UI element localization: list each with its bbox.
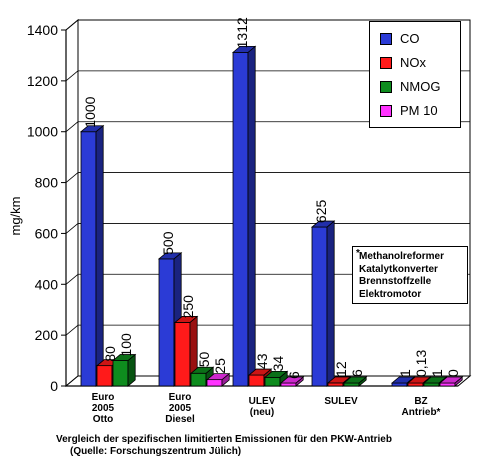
fuel-cell-note: * Methanolreformer Katalytkonverter Bren… xyxy=(352,246,468,304)
y-tick-label-400: 400 xyxy=(35,276,59,292)
bar-side-co-ulev-neu xyxy=(247,45,256,387)
bar-top-pm-10-ulev-neu xyxy=(279,376,305,384)
legend-item-nox: NOx xyxy=(380,55,426,71)
bar-pm-10-euro-diesel xyxy=(206,379,223,387)
value-label-nox-bz-antrieb: 0,13 xyxy=(413,350,429,377)
legend-swatch-nmog xyxy=(380,80,392,93)
gridline-side-200 xyxy=(65,324,79,336)
value-label-nox-euro-diesel: 250 xyxy=(180,295,196,319)
bar-nox-bz-antrieb xyxy=(407,382,424,387)
bar-nmog-euro-otto xyxy=(112,360,129,387)
legend-swatch-nox xyxy=(380,56,392,69)
bar-nox-euro-otto xyxy=(96,365,113,387)
gridline-side-400 xyxy=(65,273,79,285)
gridline-side-1200 xyxy=(65,70,79,82)
bar-co-euro-otto xyxy=(80,131,97,387)
legend-swatch-pm10 xyxy=(380,104,392,117)
bar-top-pm-10-bz-antrieb xyxy=(438,376,464,384)
category-label-euro-diesel: Euro 2005 Diesel xyxy=(165,392,195,425)
value-label-nox-euro-otto: 80 xyxy=(102,346,118,362)
value-label-co-ulev-neu: 1312 xyxy=(234,17,250,48)
legend-item-nmog: NMOG xyxy=(380,79,440,95)
bar-top-co-ulev-neu xyxy=(231,45,257,53)
category-label-euro-otto: Euro 2005 Otto xyxy=(91,392,115,425)
bar-top-co-euro-diesel xyxy=(157,252,183,260)
note-line-2: Katalytkonverter xyxy=(359,263,438,275)
bar-pm-10-ulev-neu xyxy=(280,382,297,387)
bar-top-co-bz-antrieb xyxy=(390,376,416,384)
bar-top-nmog-ulev-neu xyxy=(263,370,289,378)
category-label-bz: BZ Antrieb* xyxy=(401,396,441,418)
legend-swatch-co xyxy=(380,32,392,45)
y-tick-label-200: 200 xyxy=(35,327,59,343)
bar-top-nox-ulev-neu xyxy=(247,368,273,376)
gridline-side-800 xyxy=(65,172,79,183)
y-tick-label-1000: 1000 xyxy=(27,124,58,140)
bar-top-pm-10-euro-diesel xyxy=(205,373,231,381)
value-label-nmog-euro-otto: 100 xyxy=(118,333,134,357)
y-tick-label-600: 600 xyxy=(35,225,59,241)
value-label-co-sulev-sulev: 625 xyxy=(313,199,329,223)
bar-co-sulev-sulev xyxy=(311,226,328,387)
value-label-nox-sulev-sulev: 12 xyxy=(333,361,349,377)
y-tick-label-0: 0 xyxy=(50,378,58,394)
bar-nmog-euro-diesel xyxy=(190,372,207,387)
bar-top-nmog-sulev-sulev xyxy=(342,376,368,384)
caption-line-1: Vergleich der spezifischen limitierten E… xyxy=(56,434,392,445)
value-label-nmog-ulev-neu: 34 xyxy=(270,356,286,372)
bar-nmog-ulev-neu xyxy=(264,376,281,387)
value-label-co-euro-otto: 1000 xyxy=(82,96,98,127)
note-line-1: Methanolreformer xyxy=(359,251,445,262)
bar-top-nox-euro-diesel xyxy=(173,316,199,323)
legend-item-co: CO xyxy=(380,31,420,47)
note-line-4: Elektromotor xyxy=(359,288,422,300)
value-label-nmog-sulev-sulev: 6 xyxy=(349,369,365,377)
value-label-nmog-bz-antrieb: 1 xyxy=(429,369,445,377)
value-label-nox-ulev-neu: 43 xyxy=(254,353,270,369)
chart-legend: CO NOx NMOG PM 10 xyxy=(369,21,461,128)
bar-top-co-sulev-sulev xyxy=(310,220,336,228)
bar-nox-euro-diesel xyxy=(174,322,191,387)
bar-pm-10-bz-antrieb xyxy=(439,382,456,387)
value-label-pm-10-bz-antrieb: 0 xyxy=(445,369,461,377)
note-asterisk: * xyxy=(356,248,360,259)
bar-nmog-bz-antrieb xyxy=(423,382,440,387)
bar-nox-ulev-neu xyxy=(248,374,265,387)
gridline-side-1000 xyxy=(65,121,79,133)
y-axis-label: mg/km xyxy=(8,197,23,236)
y-tick-label-1200: 1200 xyxy=(27,73,58,89)
bar-co-bz-antrieb xyxy=(391,382,408,387)
bar-nox-sulev-sulev xyxy=(327,382,344,387)
value-label-co-bz-antrieb: 1 xyxy=(397,369,413,377)
bar-co-ulev-neu xyxy=(232,51,249,387)
legend-item-pm10: PM 10 xyxy=(380,103,438,119)
value-label-nmog-euro-diesel: 50 xyxy=(196,351,212,367)
caption-line-2: (Quelle: Forschungszentrum Jülich) xyxy=(70,446,242,457)
bar-nmog-sulev-sulev xyxy=(343,382,360,387)
bar-side-co-sulev-sulev xyxy=(326,220,335,387)
bar-top-nmog-euro-diesel xyxy=(189,366,215,374)
value-label-pm-10-ulev-neu: 6 xyxy=(286,371,302,379)
bar-co-euro-diesel xyxy=(158,258,175,387)
bar-top-nox-sulev-sulev xyxy=(326,376,352,384)
bar-top-co-euro-otto xyxy=(79,125,105,133)
bar-top-nox-bz-antrieb xyxy=(406,376,432,384)
bar-top-nmog-euro-otto xyxy=(111,354,137,361)
category-label-sulev: SULEV xyxy=(324,396,358,407)
bar-top-nmog-bz-antrieb xyxy=(422,376,448,384)
gridline-side-1400 xyxy=(65,19,79,31)
note-line-3: Brennstoffzelle xyxy=(359,276,432,287)
gridline-side-600 xyxy=(65,223,79,234)
side-wall xyxy=(65,18,79,388)
value-label-pm-10-euro-diesel: 25 xyxy=(212,358,228,374)
value-label-co-euro-diesel: 500 xyxy=(160,231,176,255)
y-tick-label-800: 800 xyxy=(35,175,59,191)
y-tick-label-1400: 1400 xyxy=(27,22,58,38)
category-label-ulev: ULEV (neu) xyxy=(248,396,276,418)
